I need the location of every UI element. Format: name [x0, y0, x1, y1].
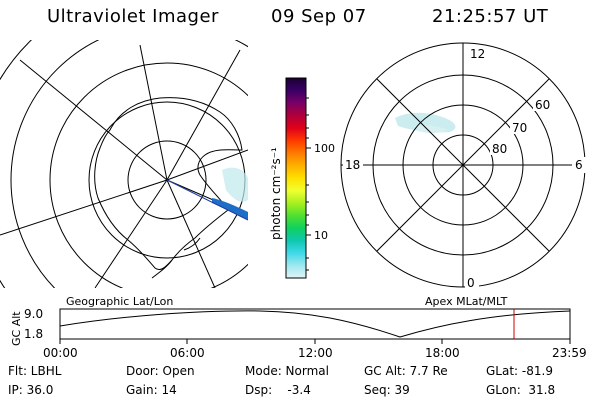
date-label: 09 Sep 07: [271, 6, 367, 27]
altitude-x-tick-0: 00:00: [43, 346, 78, 360]
geographic-map: [0, 40, 248, 288]
altitude-y-bottom: 1.8: [24, 327, 43, 341]
colorbar-unit-label: photon cm⁻²s⁻¹: [269, 147, 283, 240]
title: Ultraviolet Imager: [47, 6, 219, 27]
colorbar-ticks: [306, 97, 311, 271]
altitude-panel: Geographic Lat/Lon Apex MLat/MLT 9.0 1.8…: [10, 295, 587, 360]
colorbar-tick-100: 100: [314, 142, 335, 155]
mlt-label-6: 6: [575, 158, 583, 172]
peninsula-outline: [151, 237, 201, 279]
glon-label: GLon: 31.8: [486, 383, 556, 397]
aurora-blue-band: [212, 198, 248, 220]
glat-label: GLat: -81.9: [486, 364, 553, 378]
altitude-caption-left: Geographic Lat/Lon: [66, 295, 173, 308]
altitude-x-ticks: [59, 339, 571, 344]
polar-grid-spokes: [341, 43, 585, 287]
gain-label: Gain: 14: [126, 383, 177, 397]
altitude-caption-right: Apex MLat/MLT: [425, 295, 508, 308]
door-label: Door: Open: [126, 364, 195, 378]
altitude-x-tick-4: 23:59: [552, 346, 587, 360]
altitude-x-tick-1: 06:00: [170, 346, 205, 360]
altitude-x-tick-2: 12:00: [298, 346, 333, 360]
mlt-label-0: 0: [467, 276, 475, 290]
filter-label: Flt: LBHL: [8, 364, 62, 378]
ip-label: IP: 36.0: [8, 383, 54, 397]
altitude-x-tick-3: 18:00: [425, 346, 460, 360]
seq-label: Seq: 39: [364, 383, 410, 397]
mlt-label-12: 12: [470, 47, 485, 61]
altitude-y-axis-label: GC Alt: [10, 311, 23, 346]
altitude-curve: [59, 310, 571, 338]
time-label: 21:25:57 UT: [432, 6, 549, 27]
colorbar: [285, 77, 307, 279]
spacecraft-direction-line: [166, 179, 249, 221]
dsp-label: Dsp: -3.4: [245, 383, 311, 397]
altitude-plot-frame: [59, 308, 571, 340]
magnetic-polar-plot: 12 18 6 0 60 70 80: [340, 42, 586, 290]
aurora-patch: [222, 167, 248, 202]
meridian-lines: [0, 44, 248, 288]
lat-label-70: 70: [512, 121, 527, 135]
gc-alt-label: GC Alt: 7.7 Re: [364, 364, 448, 378]
altitude-y-top: 9.0: [24, 307, 43, 321]
colorbar-tick-10: 10: [314, 229, 328, 242]
mode-label: Mode: Normal: [245, 364, 329, 378]
continent-outline: [94, 97, 243, 271]
mlt-label-18: 18: [345, 158, 360, 172]
lat-label-80: 80: [492, 142, 507, 156]
lat-label-60: 60: [535, 98, 550, 112]
